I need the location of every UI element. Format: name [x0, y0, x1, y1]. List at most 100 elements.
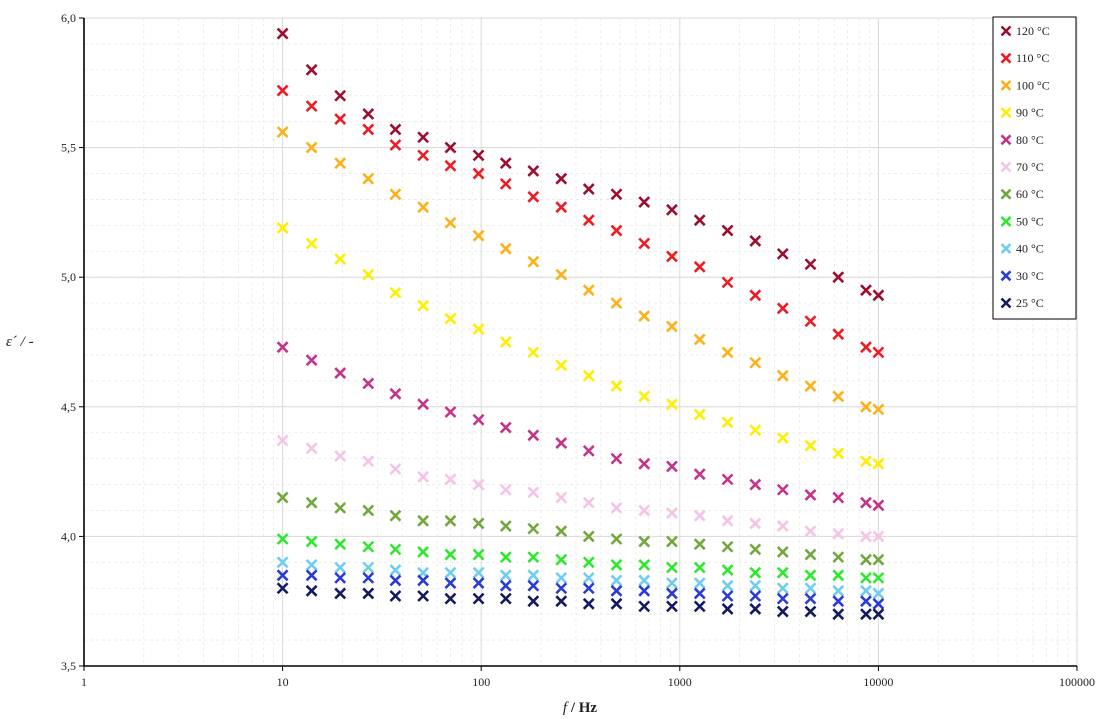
- data-point: [444, 592, 457, 605]
- data-point: [527, 579, 540, 592]
- legend-entry-label: 60 °C: [1016, 187, 1044, 201]
- data-point: [832, 551, 845, 564]
- data-point: [362, 504, 375, 517]
- data-point: [444, 312, 457, 325]
- data-point: [776, 592, 789, 605]
- data-point: [776, 483, 789, 496]
- legend-marker: [1000, 107, 1012, 119]
- data-point: [389, 574, 402, 587]
- series-markers: [276, 582, 885, 621]
- legend-entry-label: 90 °C: [1016, 106, 1044, 120]
- data-point: [555, 595, 568, 608]
- data-point: [555, 525, 568, 538]
- data-point: [472, 592, 485, 605]
- data-point: [666, 398, 678, 411]
- data-point: [389, 139, 402, 151]
- data-point: [721, 540, 734, 553]
- data-point: [749, 517, 762, 530]
- data-point: [872, 346, 885, 359]
- data-point: [276, 27, 289, 40]
- data-point: [804, 315, 817, 328]
- data-point: [305, 237, 318, 250]
- data-point: [610, 188, 623, 201]
- x-tick-label: 10000: [863, 675, 893, 689]
- x-axis-title-unit: / Hz: [567, 700, 597, 716]
- data-point: [721, 590, 734, 602]
- data-point: [776, 369, 789, 382]
- data-point: [472, 413, 485, 426]
- data-point: [749, 424, 762, 437]
- legend-marker: [1000, 270, 1012, 282]
- data-point: [499, 483, 512, 496]
- legend-marker: [1000, 79, 1012, 91]
- series-markers: [276, 126, 885, 416]
- data-point: [832, 527, 845, 540]
- data-point: [334, 113, 347, 126]
- data-point: [582, 214, 595, 227]
- data-point: [666, 535, 678, 548]
- data-point: [555, 172, 568, 185]
- data-point: [860, 530, 872, 543]
- data-point: [638, 535, 651, 548]
- data-point: [638, 600, 651, 613]
- data-point: [804, 592, 817, 605]
- x-tick-label: 1: [81, 675, 87, 689]
- data-point: [334, 157, 347, 170]
- data-point: [749, 566, 762, 579]
- legend-entry-label: 80 °C: [1016, 133, 1044, 147]
- data-point: [417, 470, 430, 483]
- data-point: [804, 258, 817, 271]
- legend-entry-label: 110 °C: [1016, 51, 1049, 65]
- x-axis-title: f / Hz: [563, 700, 598, 716]
- data-point: [362, 587, 375, 600]
- data-point: [610, 574, 623, 587]
- data-point: [749, 543, 762, 556]
- data-point: [276, 341, 289, 354]
- data-point: [776, 582, 789, 595]
- data-point: [417, 590, 430, 602]
- data-point: [362, 123, 375, 136]
- data-point: [362, 172, 375, 185]
- legend-entry-label: 25 °C: [1016, 296, 1044, 310]
- data-point: [389, 387, 402, 400]
- data-point: [610, 501, 623, 514]
- legend-marker: [1000, 134, 1012, 146]
- data-point: [334, 450, 347, 462]
- data-point: [582, 582, 595, 595]
- data-point: [276, 491, 289, 504]
- data-point: [860, 400, 872, 413]
- data-point: [872, 608, 885, 621]
- data-point: [832, 447, 845, 460]
- x-tick-label: 100000: [1059, 675, 1095, 689]
- data-point: [417, 398, 430, 411]
- data-point: [417, 514, 430, 527]
- data-point: [666, 561, 678, 574]
- data-point: [472, 229, 485, 242]
- data-point: [860, 608, 872, 621]
- legend: 120 °C 110 °C 100 °C 90 °C 80 °C 70 °C 60 °C 50…: [992, 16, 1077, 320]
- data-point: [305, 354, 318, 367]
- data-point: [362, 571, 375, 584]
- x-tick-label: 10: [277, 675, 289, 689]
- data-point: [499, 177, 512, 190]
- data-point: [362, 268, 375, 281]
- data-point: [582, 571, 595, 584]
- data-point: [872, 530, 885, 543]
- data-point: [860, 584, 872, 597]
- data-point: [666, 460, 678, 473]
- x-tick-label: 1000: [668, 675, 692, 689]
- series-markers: [276, 341, 885, 512]
- data-point: [276, 126, 289, 138]
- data-point: [860, 341, 872, 354]
- data-point: [305, 558, 318, 571]
- data-point: [666, 577, 678, 589]
- x-tick-label: 100: [472, 675, 490, 689]
- legend-marker: [1000, 215, 1012, 227]
- data-point: [666, 320, 678, 333]
- data-point: [776, 566, 789, 579]
- x-axis-title-symbol: f: [563, 700, 569, 716]
- data-point: [417, 131, 430, 144]
- data-point: [305, 442, 318, 455]
- data-point: [832, 595, 845, 608]
